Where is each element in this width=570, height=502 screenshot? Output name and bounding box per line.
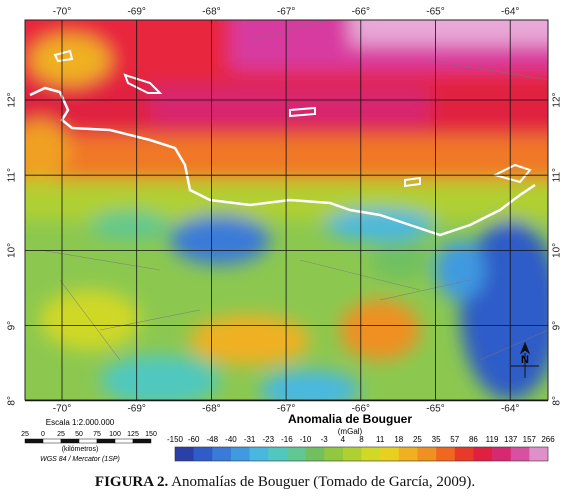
legend-break: -150 [167, 435, 184, 444]
scale-unit: (kilómetros) [62, 446, 99, 453]
legend-swatch [510, 447, 530, 461]
legend-break: 18 [394, 435, 403, 444]
longitude-label: -67° [277, 404, 295, 415]
scale-tick-label: 50 [75, 431, 83, 438]
scale-segment [78, 438, 98, 444]
scale-segment [24, 438, 44, 444]
longitude-label: -66° [352, 404, 370, 415]
latitude-label: 10° [7, 243, 18, 258]
scale-tick-label: 125 [127, 431, 139, 438]
caption-text: Anomalías de Bouguer (Tomado de García, … [171, 474, 476, 490]
scale-projection: WGS 84 / Mercator (1SP) [40, 456, 120, 463]
legend-swatch [380, 447, 400, 461]
caption-label: FIGURA 2. [94, 474, 169, 490]
legend-break: 119 [486, 435, 499, 444]
latitude-label: 12° [7, 92, 18, 107]
longitude-label: -64° [501, 404, 519, 415]
legend-swatch [473, 447, 493, 461]
scale-segment [60, 438, 80, 444]
legend-break: 57 [450, 435, 459, 444]
scale-tick-label: 0 [41, 431, 45, 438]
scale-segment [42, 438, 62, 444]
scale-tick-label: 25 [21, 431, 29, 438]
latitude-label: 9° [7, 321, 18, 331]
legend-break: 157 [523, 435, 537, 444]
legend-swatch [249, 447, 269, 461]
legend-unit: (mGal) [338, 427, 363, 436]
longitude-label: -69° [127, 7, 145, 18]
legend-break: -23 [262, 435, 274, 444]
scale-tick-label: 75 [93, 431, 101, 438]
legend-break: -60 [188, 435, 200, 444]
legend-swatch [361, 447, 381, 461]
legend-break: 86 [469, 435, 478, 444]
anomaly-map [25, 20, 548, 400]
legend-swatch [212, 447, 232, 461]
scale-title: Escala 1:2.000.000 [46, 418, 115, 427]
latitude-label: 8° [7, 396, 18, 406]
legend-frame [174, 446, 549, 462]
legend-break: -48 [207, 435, 219, 444]
legend-swatch [175, 447, 194, 461]
legend-swatch [492, 447, 511, 461]
longitude-label: -68° [202, 404, 220, 415]
latitude-label: 10° [552, 243, 563, 258]
caption: FIGURA 2. Anomalías de Bouguer (Tomado d… [0, 474, 570, 491]
map-figure: N Escala 1:2.000.000 (kilómetros) WGS 84… [7, 7, 563, 463]
latitude-label: 11° [552, 168, 563, 182]
legend-swatch [230, 447, 250, 461]
longitude-label: -65° [426, 404, 444, 415]
legend-title: Anomalia de Bouguer [288, 412, 412, 426]
longitude-label: -69° [127, 404, 145, 415]
longitude-label: -67° [277, 7, 295, 18]
scale-tick-label: 150 [145, 431, 157, 438]
legend-break: -31 [244, 435, 256, 444]
scale-tick-label: 100 [109, 431, 121, 438]
legend-break: 137 [504, 435, 518, 444]
north-arrow [511, 341, 539, 378]
longitude-label: -66° [352, 7, 370, 18]
scale-segment [96, 438, 116, 444]
legend-break: 8 [359, 435, 364, 444]
legend-swatch [193, 447, 213, 461]
legend-break: -40 [225, 435, 237, 444]
legend-swatch [305, 447, 325, 461]
longitude-label: -64° [501, 7, 519, 18]
legend-swatch [286, 447, 306, 461]
legend-break: -3 [321, 435, 329, 444]
latitude-label: 9° [552, 321, 563, 331]
longitude-label: -70° [53, 7, 71, 18]
legend-break: 4 [341, 435, 346, 444]
longitude-label: -70° [53, 404, 71, 415]
legend-break: 266 [541, 435, 555, 444]
legend-break: 35 [432, 435, 441, 444]
legend-break: 11 [376, 435, 385, 444]
legend-swatch [529, 447, 549, 461]
latitude-label: 8° [552, 396, 563, 406]
legend-swatch [268, 447, 288, 461]
legend-swatch [454, 447, 474, 461]
legend-swatch [417, 447, 437, 461]
latitude-label: 12° [552, 92, 563, 107]
scale-segment [132, 438, 152, 444]
scale-segment [114, 438, 134, 444]
latitude-label: 11° [7, 168, 18, 182]
longitude-label: -68° [202, 7, 220, 18]
legend-swatch [342, 447, 362, 461]
legend-break: -16 [281, 435, 293, 444]
longitude-label: -65° [426, 7, 444, 18]
legend-swatch [436, 447, 456, 461]
legend-swatch [398, 447, 418, 461]
legend-swatch [324, 447, 344, 461]
legend-break: 25 [413, 435, 422, 444]
legend-break: -10 [300, 435, 312, 444]
scale-tick-label: 25 [57, 431, 65, 438]
